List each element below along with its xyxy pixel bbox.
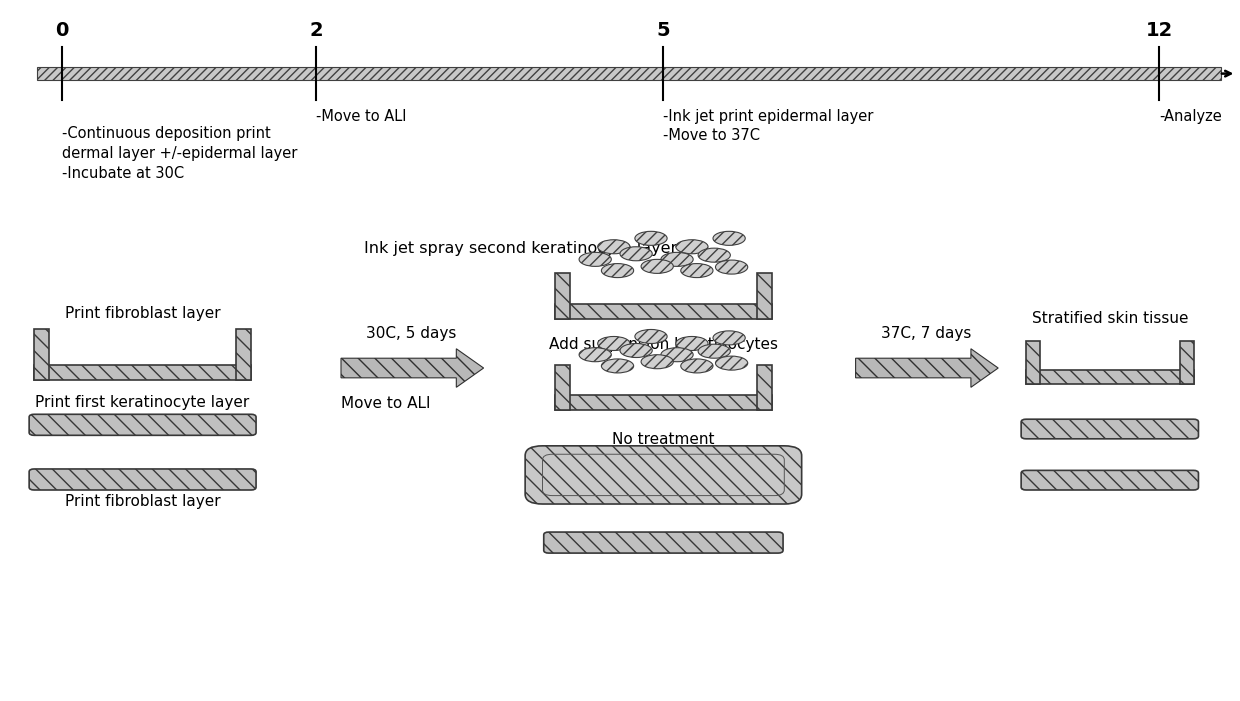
Ellipse shape xyxy=(698,344,730,358)
Text: 5: 5 xyxy=(657,21,670,40)
Ellipse shape xyxy=(641,355,673,369)
Ellipse shape xyxy=(661,252,693,266)
Ellipse shape xyxy=(713,231,745,245)
FancyBboxPatch shape xyxy=(1022,419,1198,439)
Ellipse shape xyxy=(579,252,611,266)
Bar xyxy=(1025,341,1039,384)
FancyArrow shape xyxy=(341,349,484,387)
Ellipse shape xyxy=(698,248,730,262)
Ellipse shape xyxy=(681,359,713,373)
Bar xyxy=(35,329,50,380)
Bar xyxy=(35,365,250,380)
Ellipse shape xyxy=(579,348,611,362)
FancyBboxPatch shape xyxy=(526,446,801,504)
Text: 30C, 5 days: 30C, 5 days xyxy=(367,327,456,341)
Bar xyxy=(756,365,771,410)
Bar xyxy=(556,395,771,410)
Text: No treatment: No treatment xyxy=(613,433,714,447)
FancyBboxPatch shape xyxy=(543,532,784,553)
Text: -Move to ALI: -Move to ALI xyxy=(316,109,407,123)
Ellipse shape xyxy=(635,231,667,245)
Text: 0: 0 xyxy=(56,21,68,40)
FancyBboxPatch shape xyxy=(30,414,255,435)
Text: Print first keratinocyte layer: Print first keratinocyte layer xyxy=(36,395,249,410)
Ellipse shape xyxy=(620,343,652,358)
Ellipse shape xyxy=(598,336,630,350)
FancyBboxPatch shape xyxy=(30,469,255,490)
Text: 2: 2 xyxy=(310,21,322,40)
Text: 12: 12 xyxy=(1146,21,1173,40)
Ellipse shape xyxy=(681,264,713,278)
Ellipse shape xyxy=(676,336,708,350)
Text: 37C, 7 days: 37C, 7 days xyxy=(882,327,971,341)
Bar xyxy=(1025,370,1193,384)
Bar xyxy=(556,365,569,410)
FancyBboxPatch shape xyxy=(1022,470,1198,490)
Ellipse shape xyxy=(620,247,652,261)
Text: Print fibroblast layer: Print fibroblast layer xyxy=(64,494,221,509)
Bar xyxy=(236,329,250,380)
Ellipse shape xyxy=(676,240,708,254)
Bar xyxy=(1180,341,1194,384)
Ellipse shape xyxy=(635,329,667,343)
Ellipse shape xyxy=(715,260,748,274)
Ellipse shape xyxy=(601,359,634,373)
Text: Stratified skin tissue: Stratified skin tissue xyxy=(1032,311,1188,326)
Ellipse shape xyxy=(601,264,634,278)
Text: Ink jet spray second keratinocyte layer: Ink jet spray second keratinocyte layer xyxy=(365,241,677,256)
Ellipse shape xyxy=(715,356,748,370)
Ellipse shape xyxy=(713,331,745,345)
FancyArrow shape xyxy=(856,349,998,387)
Ellipse shape xyxy=(598,240,630,254)
Bar xyxy=(756,273,771,319)
Text: -Continuous deposition print
dermal layer +/-epidermal layer
-Incubate at 30C: -Continuous deposition print dermal laye… xyxy=(62,126,298,181)
Text: Print fibroblast layer: Print fibroblast layer xyxy=(64,306,221,321)
Ellipse shape xyxy=(661,348,693,362)
Bar xyxy=(556,273,569,319)
Ellipse shape xyxy=(641,259,673,273)
Text: -Analyze: -Analyze xyxy=(1159,109,1223,123)
Text: Move to ALI: Move to ALI xyxy=(341,396,430,411)
Bar xyxy=(37,67,1221,80)
Bar xyxy=(556,304,771,319)
Text: Add suspension keratinocytes: Add suspension keratinocytes xyxy=(549,337,777,352)
Text: -Ink jet print epidermal layer
-Move to 37C: -Ink jet print epidermal layer -Move to … xyxy=(663,109,874,144)
